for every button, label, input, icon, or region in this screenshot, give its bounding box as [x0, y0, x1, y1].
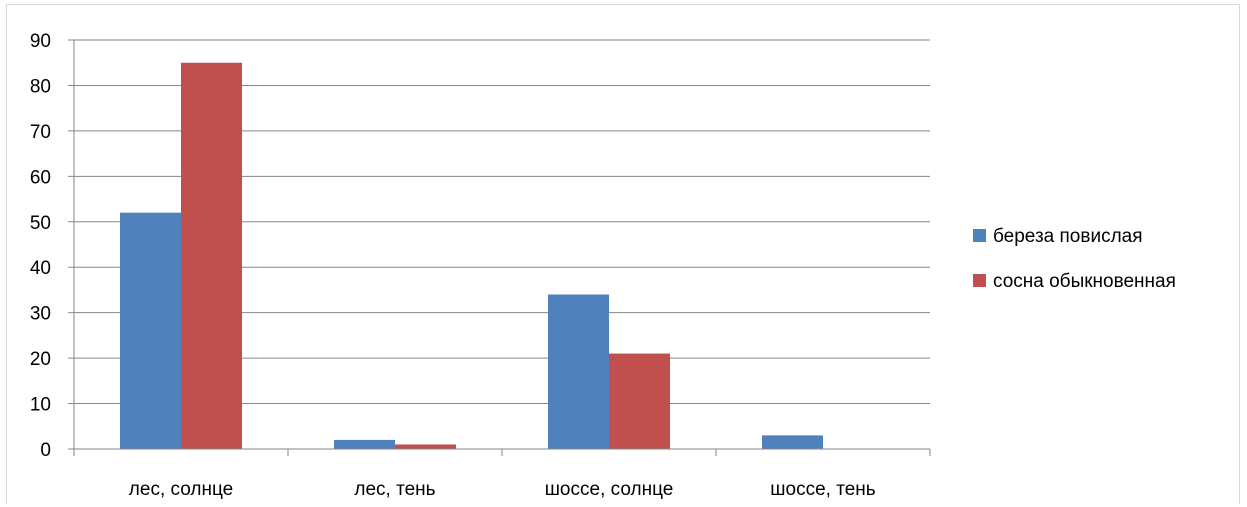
y-tick-label: 0 [40, 440, 51, 461]
x-tick-label: шоссе, солнце [545, 479, 674, 500]
y-tick-labels: 0 10 20 30 40 50 60 70 80 90 [30, 31, 51, 461]
y-tick-label: 20 [30, 349, 51, 370]
y-tick-label: 50 [30, 213, 51, 234]
legend: береза повислая сосна обыкновенная [973, 226, 1176, 292]
bar [334, 439, 395, 449]
bars [120, 62, 823, 449]
legend-label: береза повислая [993, 226, 1143, 247]
legend-swatch [973, 274, 986, 287]
y-tick-label: 10 [30, 395, 51, 416]
x-tick-label: шоссе, тень [770, 479, 875, 500]
bar [548, 294, 609, 449]
y-tick-label: 30 [30, 304, 51, 325]
axes [68, 39, 931, 456]
y-tick-label: 80 [30, 76, 51, 97]
x-tick-label: лес, тень [354, 479, 435, 500]
bar [762, 435, 823, 449]
y-tick-label: 60 [30, 167, 51, 188]
y-tick-label: 40 [30, 258, 51, 279]
bar [609, 353, 670, 449]
legend-swatch [973, 229, 986, 242]
bar [120, 212, 181, 449]
y-tick-label: 90 [30, 31, 51, 52]
y-tick-label: 70 [30, 122, 51, 143]
bar [181, 62, 242, 449]
x-tick-labels: лес, солнце лес, тень шоссе, солнце шоссе, … [129, 479, 876, 500]
chart-frame [6, 4, 1240, 504]
legend-label: сосна обыкновенная [993, 271, 1176, 292]
bar [395, 444, 456, 449]
x-tick-label: лес, солнце [129, 479, 233, 500]
